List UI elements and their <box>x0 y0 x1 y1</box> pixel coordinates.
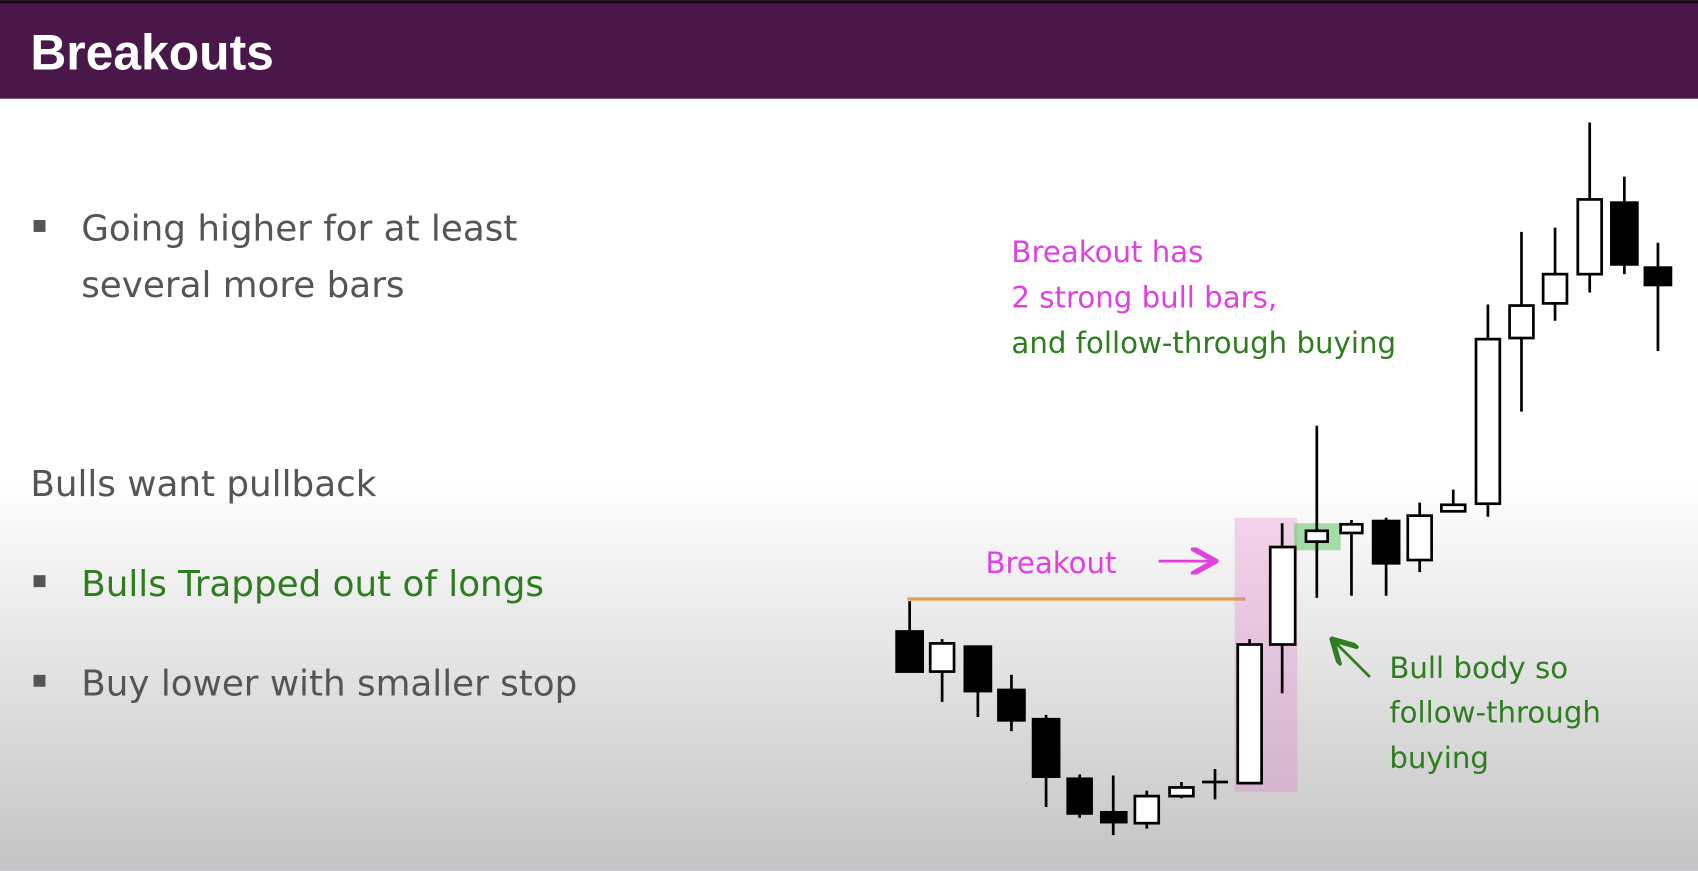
candle <box>1643 266 1673 287</box>
candle <box>895 630 924 673</box>
bullet <box>33 220 46 232</box>
candle <box>1066 777 1093 815</box>
candle <box>1236 643 1263 785</box>
candle <box>1304 529 1329 543</box>
bullet-text: Buy lower with smaller stop <box>81 663 577 704</box>
bullet-text: several more bars <box>81 265 404 306</box>
header-edge <box>0 0 1698 4</box>
annotation: follow-through <box>1389 695 1601 729</box>
candle <box>1576 198 1603 276</box>
candle <box>997 688 1026 722</box>
annotation: and follow-through buying <box>1011 326 1396 360</box>
body-text: Bulls want pullback <box>30 464 376 505</box>
candle <box>1268 545 1297 646</box>
candle <box>1099 810 1128 824</box>
candle <box>1371 519 1401 565</box>
bullet <box>33 575 46 588</box>
candle <box>1474 337 1502 506</box>
bullet-text: Bulls Trapped out of longs <box>81 564 544 605</box>
annotation: Bull body so <box>1389 651 1568 685</box>
candle <box>1339 522 1364 535</box>
annotation: buying <box>1389 741 1489 775</box>
title: Breakouts <box>30 24 274 80</box>
candle <box>1541 272 1569 305</box>
bullet <box>33 674 46 687</box>
candle <box>1610 201 1639 266</box>
annotation: Breakout has <box>1011 235 1203 269</box>
annotation: 2 strong bull bars, <box>1011 281 1277 315</box>
header-bar <box>0 0 1698 99</box>
candle <box>1133 794 1161 825</box>
candle <box>1031 717 1061 778</box>
candle <box>1168 786 1195 798</box>
candle <box>1508 304 1535 340</box>
candle <box>1406 514 1433 562</box>
annotation: Breakout <box>985 546 1116 580</box>
arrow <box>1334 641 1371 678</box>
bullet-text: Going higher for at least <box>81 209 517 250</box>
candles <box>895 122 1673 836</box>
candle <box>1439 503 1467 513</box>
candle <box>963 645 993 693</box>
candle <box>928 642 956 673</box>
